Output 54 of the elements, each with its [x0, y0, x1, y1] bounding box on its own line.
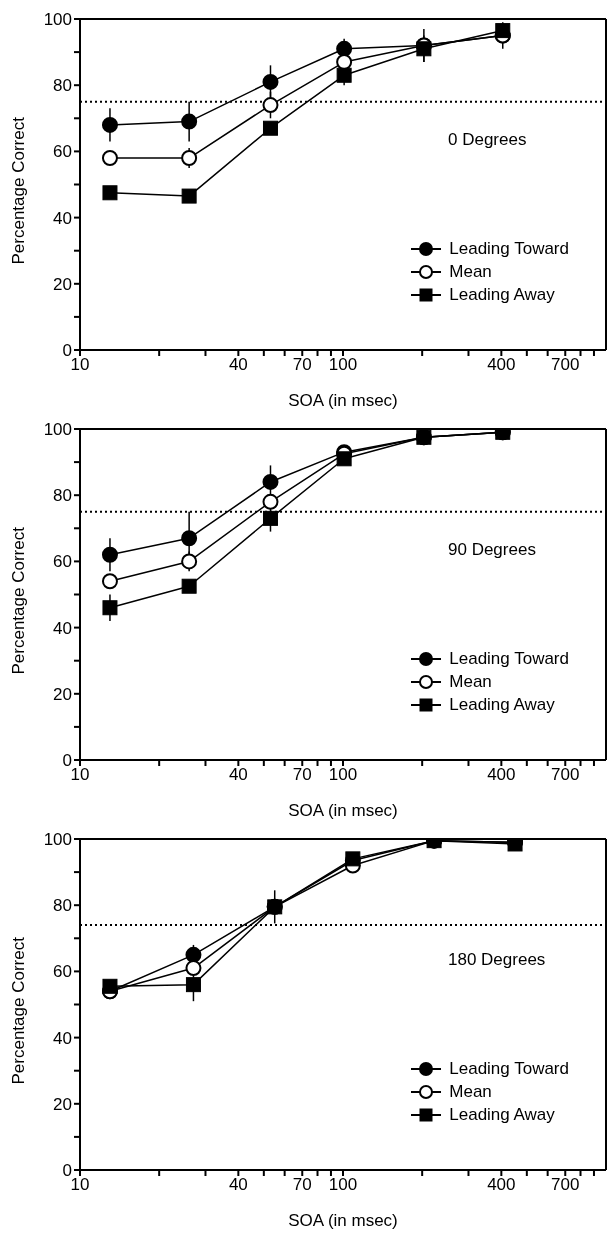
legend-label: Mean — [449, 1081, 492, 1102]
y-axis-title: Percentage Correct — [9, 526, 29, 675]
legend-label: Mean — [449, 261, 492, 282]
x-tick-label: 100 — [328, 765, 358, 785]
x-tick-label: 400 — [487, 765, 516, 785]
y-tick-label: 100 — [43, 420, 72, 440]
y-tick-label: 20 — [53, 1094, 72, 1114]
legend-label: Leading Away — [449, 694, 555, 715]
y-tick-label: 40 — [53, 618, 72, 638]
annotation: 90 Degrees — [448, 540, 536, 560]
y-tick-label: 20 — [53, 684, 72, 704]
x-tick-label: 10 — [70, 765, 90, 785]
x-tick-label: 40 — [228, 1175, 248, 1195]
legend-label: Leading Toward — [449, 1058, 569, 1079]
y-tick-label: 60 — [53, 552, 72, 572]
annotation: 180 Degrees — [448, 950, 546, 970]
x-tick-label: 40 — [228, 355, 248, 375]
x-tick-label: 700 — [551, 355, 580, 375]
x-tick-label: 700 — [551, 765, 580, 785]
y-tick-label: 0 — [62, 751, 72, 771]
x-tick-label: 400 — [487, 1175, 516, 1195]
x-tick-label: 10 — [70, 1175, 90, 1195]
x-tick-label: 10 — [70, 355, 90, 375]
x-axis-title: SOA (in msec) — [288, 391, 398, 410]
y-tick-label: 80 — [53, 486, 72, 506]
y-tick-label: 40 — [53, 208, 72, 228]
x-tick-label: 100 — [328, 355, 358, 375]
x-tick-label: 70 — [292, 1175, 312, 1195]
y-axis-title: Percentage Correct — [9, 116, 29, 265]
legend-label: Leading Toward — [449, 238, 569, 259]
x-tick-label: 70 — [292, 765, 312, 785]
legend-label: Leading Away — [449, 284, 555, 305]
legend-label: Leading Toward — [449, 648, 569, 669]
x-axis-title: SOA (in msec) — [288, 801, 398, 820]
y-tick-label: 80 — [53, 896, 72, 916]
x-tick-label: 40 — [228, 765, 248, 785]
x-tick-label: 700 — [551, 1175, 580, 1195]
legend-label: Mean — [449, 671, 492, 692]
y-tick-label: 100 — [43, 830, 72, 850]
y-axis-title: Percentage Correct — [9, 936, 29, 1085]
y-tick-label: 40 — [53, 1028, 72, 1048]
y-tick-label: 60 — [53, 142, 72, 162]
y-tick-label: 20 — [53, 274, 72, 294]
y-tick-label: 100 — [43, 10, 72, 30]
legend-label: Leading Away — [449, 1104, 555, 1125]
x-axis-title: SOA (in msec) — [288, 1211, 398, 1230]
y-tick-label: 0 — [62, 341, 72, 361]
x-tick-label: 400 — [487, 355, 516, 375]
y-tick-label: 0 — [62, 1161, 72, 1181]
annotation: 0 Degrees — [448, 130, 527, 150]
x-tick-label: 70 — [292, 355, 312, 375]
y-tick-label: 80 — [53, 76, 72, 96]
x-tick-label: 100 — [328, 1175, 358, 1195]
y-tick-label: 60 — [53, 962, 72, 982]
